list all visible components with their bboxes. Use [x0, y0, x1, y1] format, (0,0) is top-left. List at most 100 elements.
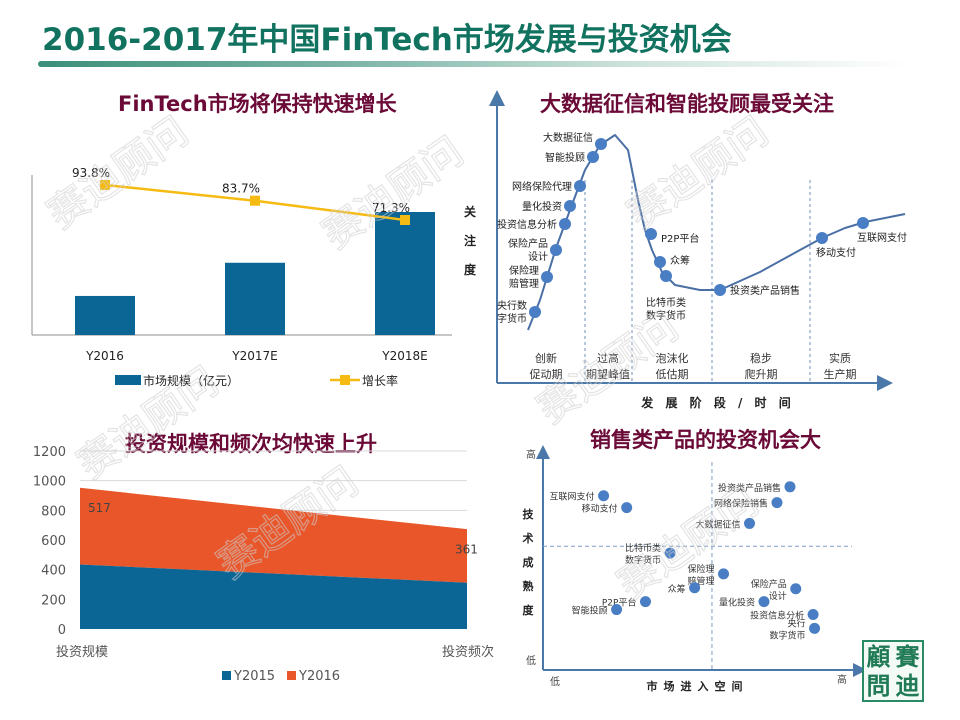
data-label: 361	[455, 542, 478, 556]
opportunity-matrix-title: 销售类产品的投资机会大	[590, 428, 821, 452]
matrix-point	[639, 596, 651, 608]
hype-point-label: 比特币类	[646, 296, 686, 309]
hype-curve	[527, 134, 906, 331]
hype-cycle-title: 大数据征信和智能投顾最受关注	[540, 92, 834, 116]
x-axis-label: 发 展 阶 段 / 时 间	[640, 395, 794, 410]
hype-point	[857, 217, 869, 229]
matrix-point	[758, 596, 770, 608]
logo-char: 賽	[895, 641, 920, 671]
stage-label: 期望峰值	[586, 368, 630, 381]
x-tick-label: Y2017E	[231, 349, 277, 363]
growth-rate-label: 93.8%	[72, 166, 110, 180]
bar-y2016	[75, 295, 135, 335]
y-tick-label: 0	[58, 623, 66, 638]
y-tick-label: 1000	[33, 475, 66, 490]
hype-point	[529, 306, 541, 318]
market-growth-title: FinTech市场将保持快速增长	[118, 92, 397, 116]
x-tick-label: Y2016	[85, 349, 124, 363]
hype-point-label: 赔管理	[509, 277, 539, 290]
legend-swatch-market-size	[115, 375, 141, 385]
matrix-point-label: 移动支付	[582, 503, 618, 515]
y-axis-label-char: 度	[523, 603, 535, 617]
hype-point	[541, 271, 553, 283]
matrix-point	[744, 517, 756, 529]
growth-rate-label: 71.3%	[372, 201, 410, 215]
matrix-point	[809, 622, 821, 634]
growth-rate-marker	[100, 180, 110, 190]
hype-point	[595, 138, 607, 150]
y-axis-label-char: 术	[522, 531, 534, 545]
hype-point	[654, 256, 666, 268]
legend-label-y2016: Y2016	[298, 669, 340, 684]
y-axis-label-char: 技	[523, 507, 535, 521]
matrix-point-label: 量化投资	[719, 597, 755, 609]
investment-area-chart: 0 200 400 600 800 1000 1200 517 361 投资规模 投资频次 Y2015…	[33, 445, 494, 684]
legend-label-market-size: 市场规模（亿元）	[143, 373, 239, 388]
y-low-label: 低	[526, 654, 536, 667]
y-tick-label: 600	[41, 534, 66, 549]
stage-label: 过高	[597, 351, 619, 365]
area-y2016	[80, 487, 467, 583]
x-high-label: 高	[837, 673, 847, 686]
matrix-point-label: 保险产品	[751, 578, 787, 590]
stage-label: 实质	[829, 351, 851, 365]
matrix-point-label: 保险理	[687, 563, 714, 575]
matrix-point	[718, 568, 730, 580]
matrix-point-label: 智能投顾	[572, 605, 608, 617]
market-growth-chart: Y2016 Y2017E Y2018E 93.8% 83.7% 71.3% 市场规模（亿元）…	[31, 166, 452, 388]
hype-point	[587, 151, 599, 163]
matrix-point-label: 数字货币	[770, 629, 806, 641]
y-tick-label: 400	[41, 564, 66, 579]
legend-marker-growth	[340, 375, 350, 385]
slide-title: 2016-2017年中国FinTech市场发展与投资机会	[42, 22, 732, 58]
matrix-point-label: 数字货币	[625, 554, 661, 566]
hype-point	[559, 218, 571, 230]
growth-rate-label: 83.7%	[222, 182, 260, 196]
hype-point-label: 投资类产品销售	[730, 284, 800, 297]
stage-label: 爬升期	[745, 368, 778, 381]
hype-point-label: 投资信息分析	[497, 218, 557, 231]
hype-point-label: 保险产品	[508, 237, 548, 250]
x-tick-label: 投资规模	[56, 644, 108, 660]
x-tick-label: Y2018E	[381, 349, 427, 363]
hype-point-label: 保险理	[509, 264, 539, 277]
stage-label: 创新	[535, 351, 557, 365]
y-axis-label-char: 成	[523, 555, 534, 569]
legend-label-y2015: Y2015	[233, 669, 275, 684]
data-label: 517	[88, 501, 111, 515]
stage-label: 生产期	[824, 367, 857, 381]
matrix-point	[807, 609, 819, 621]
hype-point-label: 字货币	[497, 312, 527, 325]
matrix-point	[621, 502, 633, 514]
matrix-point	[664, 547, 676, 559]
y-high-label: 高	[526, 448, 536, 461]
matrix-point-label: 投资信息分析	[750, 610, 804, 622]
legend-swatch-y2016	[287, 671, 296, 680]
matrix-point	[771, 497, 783, 509]
hype-point	[816, 232, 828, 244]
stage-label: 低估期	[656, 368, 689, 381]
logo-char: 顧	[866, 641, 891, 671]
y-axis-label-char: 熟	[523, 579, 534, 593]
hype-point	[564, 200, 576, 212]
x-low-label: 低	[550, 675, 560, 688]
hype-point	[574, 180, 586, 192]
hype-point-label: 网络保险代理	[512, 180, 572, 193]
hype-point-label: 设计	[528, 250, 548, 263]
bar-y2017e	[225, 262, 285, 335]
logo-char: 迪	[895, 670, 920, 700]
matrix-point	[598, 490, 610, 502]
logo-char: 問	[866, 670, 891, 700]
area-y2015	[80, 564, 467, 629]
legend-swatch-y2015	[222, 671, 231, 680]
hype-point-label: 量化投资	[522, 200, 562, 213]
hype-point-label: 大数据征信	[543, 131, 593, 144]
hype-point-label: 众筹	[670, 254, 690, 267]
hype-point	[714, 284, 726, 296]
y-axis-label-char: 度	[464, 262, 477, 277]
matrix-point	[689, 582, 701, 594]
y-axis-label-char: 关	[464, 204, 476, 219]
matrix-point-label: 比特币类	[625, 542, 661, 554]
investment-area-title: 投资规模和频次均快速上升	[125, 432, 377, 456]
